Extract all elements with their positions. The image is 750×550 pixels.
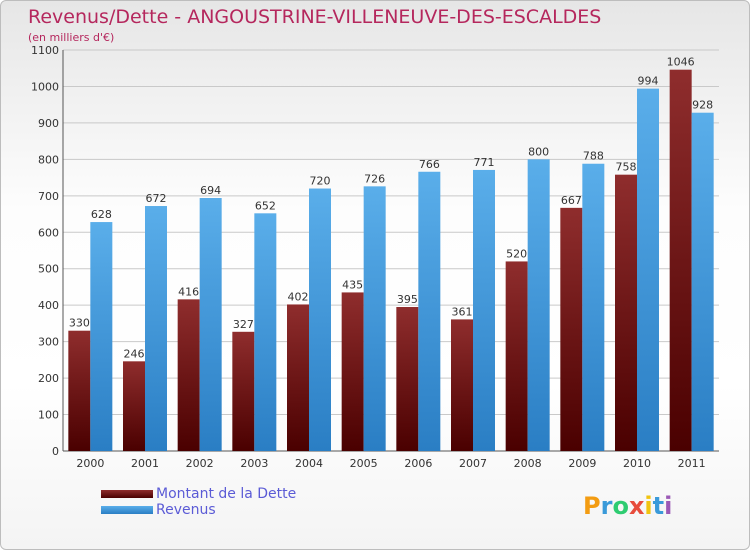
data-label-revenus: 652 xyxy=(255,199,276,212)
y-tick-label: 1000 xyxy=(31,80,59,93)
data-label-dette: 361 xyxy=(452,305,473,318)
bar-dette xyxy=(123,361,145,451)
bar-revenus xyxy=(582,163,605,452)
chart-subtitle: (en milliers d'€) xyxy=(28,31,115,44)
y-tick-label: 300 xyxy=(38,336,59,349)
bar-revenus xyxy=(691,112,714,452)
legend-swatch-revenus xyxy=(101,506,153,514)
bar-dette xyxy=(615,174,637,451)
x-tick-label: 2009 xyxy=(568,457,596,470)
x-tick-label: 2002 xyxy=(186,457,214,470)
data-label-revenus: 720 xyxy=(310,175,331,188)
bar-revenus xyxy=(254,213,277,451)
x-tick-label: 2005 xyxy=(350,457,378,470)
x-tick-label: 2001 xyxy=(131,457,159,470)
legend-label-revenus: Revenus xyxy=(156,502,216,518)
bar-revenus xyxy=(309,188,331,451)
data-label-dette: 667 xyxy=(561,194,582,207)
y-tick-label: 0 xyxy=(52,445,59,458)
data-label-revenus: 694 xyxy=(200,184,221,197)
data-label-revenus: 672 xyxy=(146,192,167,205)
y-tick-label: 1100 xyxy=(31,44,59,57)
x-tick-label: 2010 xyxy=(623,457,651,470)
data-label-revenus: 628 xyxy=(91,208,112,221)
x-tick-label: 2007 xyxy=(459,457,487,470)
bar-dette xyxy=(669,69,692,451)
data-label-dette: 1046 xyxy=(667,56,695,69)
data-label-revenus: 726 xyxy=(364,172,385,185)
logo-letter: P xyxy=(583,492,601,520)
proxiti-logo: Proxiti xyxy=(583,492,672,520)
logo-letter: i xyxy=(644,492,653,520)
logo-letter: i xyxy=(664,492,673,520)
x-tick-label: 2003 xyxy=(240,457,268,470)
y-tick-label: 700 xyxy=(38,190,59,203)
y-tick-label: 400 xyxy=(38,299,59,312)
bar-revenus xyxy=(527,159,550,451)
data-label-dette: 520 xyxy=(506,247,527,260)
data-label-dette: 327 xyxy=(233,318,254,331)
bar-revenus xyxy=(145,206,167,451)
bar-dette xyxy=(68,330,91,451)
bars xyxy=(68,69,714,452)
data-label-dette: 758 xyxy=(616,161,637,174)
bar-revenus xyxy=(199,198,222,451)
data-label-revenus: 771 xyxy=(474,156,495,169)
x-tick-label: 2004 xyxy=(295,457,323,470)
data-label-dette: 330 xyxy=(69,317,90,330)
x-tick-label: 2000 xyxy=(76,457,104,470)
chart-title: Revenus/Dette - ANGOUSTRINE-VILLENEUVE-D… xyxy=(28,6,602,28)
data-label-revenus: 994 xyxy=(638,75,659,88)
bar-dette xyxy=(341,292,364,451)
grid-lines xyxy=(63,49,719,452)
bar-revenus xyxy=(90,222,113,451)
data-label-revenus: 766 xyxy=(419,158,440,171)
bar-dette xyxy=(560,207,583,451)
data-label-dette: 402 xyxy=(288,290,309,303)
bar-revenus xyxy=(637,88,659,451)
data-label-dette: 395 xyxy=(397,293,418,306)
logo-letter: o xyxy=(612,492,629,520)
data-label-dette: 416 xyxy=(178,285,199,298)
data-label-dette: 246 xyxy=(124,347,145,360)
logo-letter: r xyxy=(600,492,613,520)
logo-letter: t xyxy=(652,492,665,520)
bar-dette xyxy=(177,299,200,451)
bar-revenus xyxy=(473,169,495,451)
x-tick-label: 2011 xyxy=(678,457,706,470)
data-label-dette: 435 xyxy=(342,278,363,291)
data-label-revenus: 788 xyxy=(583,150,604,163)
y-tick-label: 900 xyxy=(38,117,59,130)
bar-revenus xyxy=(418,171,441,451)
y-tick-label: 600 xyxy=(38,226,59,239)
data-label-revenus: 800 xyxy=(528,145,549,158)
data-labels: 330 628 246 672 416 694 327 652 402 720 435 726 395 7… xyxy=(69,56,713,361)
bar-dette xyxy=(232,331,255,451)
data-label-revenus: 928 xyxy=(692,99,713,112)
x-tick-label: 2008 xyxy=(514,457,542,470)
legend-swatch-dette xyxy=(101,490,153,498)
y-tick-label: 500 xyxy=(38,263,59,276)
x-tick-label: 2006 xyxy=(404,457,432,470)
bar-revenus xyxy=(363,186,386,451)
y-tick-label: 800 xyxy=(38,153,59,166)
bar-dette xyxy=(451,319,473,451)
bar-dette xyxy=(287,304,309,451)
y-tick-label: 100 xyxy=(38,409,59,422)
bar-dette xyxy=(505,261,528,451)
bar-dette xyxy=(396,307,419,451)
legend-label-dette: Montant de la Dette xyxy=(156,486,297,502)
y-tick-label: 200 xyxy=(38,372,59,385)
logo-letter: x xyxy=(628,492,645,520)
axes: 0 100 200 300 400 500 600 700 800 900 1000 1100 2000… xyxy=(31,44,719,470)
